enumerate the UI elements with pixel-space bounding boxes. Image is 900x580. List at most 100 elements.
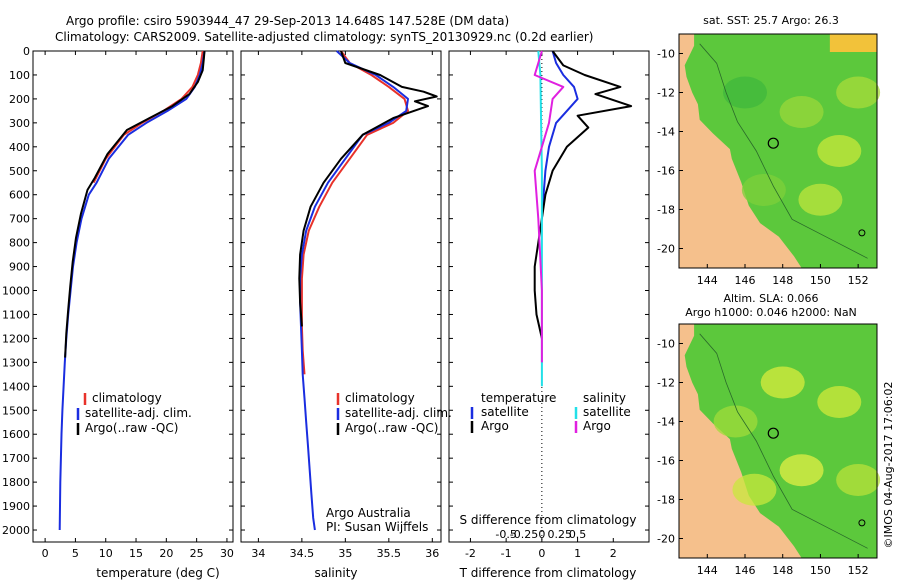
x-tick-label: 34 (251, 547, 265, 560)
map-x-tick-label: 144 (697, 564, 718, 577)
legend-satellite-adj: satellite-adj. clim. (345, 406, 452, 420)
x-tick-label: -1 (501, 547, 512, 560)
x-tick-label: 1 (574, 547, 581, 560)
s-tick-label: -0.25 (510, 528, 538, 541)
series-line-t-satellite (540, 50, 579, 219)
warm-sst-patch (829, 34, 877, 52)
map-field-patch (836, 464, 881, 496)
map-y-tick-label: -18 (657, 494, 675, 507)
map-x-tick-label: 152 (848, 274, 869, 287)
map-field-patch (760, 366, 805, 399)
y-tick-label: 500 (9, 165, 30, 178)
x-tick-label: 2 (610, 547, 617, 560)
legend-salinity-title: salinity (583, 391, 626, 405)
argo-position-marker (767, 427, 779, 439)
map-field-patch (817, 386, 862, 418)
sla-map-title-1: Altim. SLA: 0.066 (723, 292, 818, 305)
difference-panel: -2 -1 0 1 2 -0.5-0.25 0 0.250.5 (448, 50, 650, 560)
x-tick-label: 10 (99, 547, 113, 560)
x-tick-label: 20 (159, 547, 173, 560)
y-tick-label: 800 (9, 237, 30, 250)
temperature-xlabel: temperature (deg C) (96, 566, 219, 580)
map-x-tick-label: 144 (697, 274, 718, 287)
sla-map: 144 146 148 150 152 -10 -12 -14 -16 -18 -20 (657, 323, 881, 577)
map-x-tick-label: 152 (848, 564, 869, 577)
map-y-tick-label: -14 (657, 126, 675, 139)
y-tick-label: 300 (9, 117, 30, 130)
legend-temperature-title: temperature (481, 391, 556, 405)
y-tick-label: 1200 (2, 332, 30, 345)
series-line-argo-raw-qc- (298, 50, 438, 327)
map-field-patch (723, 76, 767, 109)
x-tick-label: 0 (42, 547, 49, 560)
map-field-patch (732, 473, 777, 506)
secondary-marker (858, 229, 866, 237)
plot-frame (32, 50, 234, 543)
x-tick-label: 34.5 (290, 547, 315, 560)
x-tick-label: 15 (129, 547, 143, 560)
map-x-tick-label: 150 (810, 564, 831, 577)
y-tick-label: 1100 (2, 308, 30, 321)
x-tick-label: 0 (538, 547, 545, 560)
y-tick-label: 200 (9, 93, 30, 106)
salinity-xlabel: salinity (314, 566, 357, 580)
s-tick-label: 0.25 (547, 528, 572, 541)
x-tick-label: 30 (220, 547, 234, 560)
temperature-legend: climatology satellite-adj. clim. Argo(..… (76, 391, 192, 435)
temperature-panel: 0100200300400500600700800900100011001200… (2, 45, 234, 560)
y-tick-label: 400 (9, 141, 30, 154)
y-tick-label: 700 (9, 213, 30, 226)
shelf-contour (699, 333, 868, 549)
series-line-satellite-adj-clim- (58, 50, 206, 531)
salinity-legend: climatology satellite-adj. clim. Argo(..… (326, 391, 452, 534)
map-field-patch (779, 96, 824, 128)
y-tick-label: 100 (9, 69, 30, 82)
map-y-tick-label: -18 (657, 204, 675, 217)
x-tick-label: 5 (72, 547, 79, 560)
s-tick-label: 0 (538, 528, 545, 541)
series-line-t-argo (533, 50, 633, 339)
series-line-argo-raw-qc- (64, 50, 206, 358)
y-tick-label: 1300 (2, 356, 30, 369)
legend-satellite-adj: satellite-adj. clim. (85, 406, 192, 420)
y-tick-label: 1500 (2, 404, 30, 417)
s-diff-label: S difference from climatology (460, 513, 637, 527)
map-x-tick-label: 148 (772, 564, 793, 577)
plot-frame (448, 50, 650, 543)
map-frame (678, 33, 878, 269)
sst-map: 144 146 148 150 152 -10 -12 -14 -16 -18 -20 (657, 33, 881, 287)
map-x-tick-label: 150 (810, 274, 831, 287)
sst-map-title: sat. SST: 25.7 Argo: 26.3 (703, 14, 839, 27)
y-tick-label: 1600 (2, 428, 30, 441)
shelf-contour (699, 43, 868, 259)
legend-s-argo: Argo (583, 419, 611, 433)
secondary-marker (858, 519, 866, 527)
y-tick-label: 2000 (2, 524, 30, 537)
map-x-tick-label: 146 (735, 564, 756, 577)
y-tick-label: 1900 (2, 500, 30, 513)
x-tick-label: 35 (338, 547, 352, 560)
y-tick-label: 1800 (2, 476, 30, 489)
x-tick-label: 25 (190, 547, 204, 560)
legend-argo: Argo(..raw -QC) (345, 421, 438, 435)
y-tick-label: 1400 (2, 380, 30, 393)
salinity-panel: 34 34.5 35 35.5 36 (240, 50, 442, 560)
timestamp: ©IMOS 04-Aug-2017 17:06:02 (882, 382, 895, 549)
map-frame (678, 323, 878, 559)
legend-t-argo: Argo (481, 419, 509, 433)
legend-s-satellite: satellite (583, 405, 631, 419)
map-y-tick-label: -16 (657, 455, 675, 468)
map-ocean (684, 324, 877, 558)
argo-australia-note: Argo Australia (326, 506, 411, 520)
argo-position-marker (767, 137, 779, 149)
map-y-tick-label: -20 (657, 533, 675, 546)
x-tick-label: 35.5 (377, 547, 402, 560)
s-tick-label: -0.5 (495, 528, 516, 541)
map-field-patch (713, 405, 758, 438)
title-line-2: Climatology: CARS2009. Satellite-adjuste… (55, 30, 593, 44)
series-line-s-argo (533, 50, 565, 363)
y-tick-label: 1000 (2, 285, 30, 298)
map-y-tick-label: -12 (657, 377, 675, 390)
map-y-tick-label: -10 (657, 338, 675, 351)
